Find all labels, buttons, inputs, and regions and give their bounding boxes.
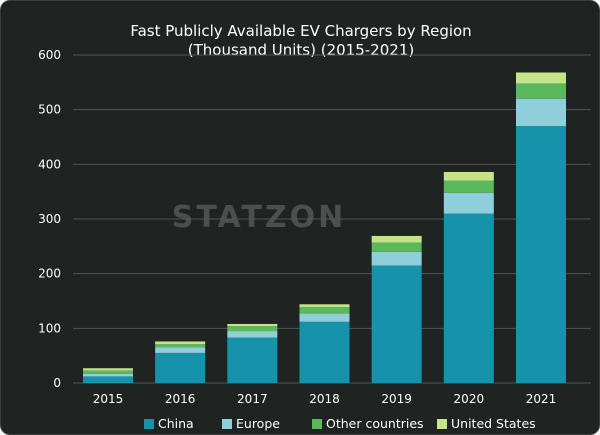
legend-swatch	[437, 419, 447, 429]
bar-segment	[516, 72, 566, 84]
bar-segment	[155, 352, 206, 383]
y-tick-label: 600	[38, 48, 61, 62]
bar-segment	[83, 370, 133, 374]
bar-segment	[155, 341, 206, 345]
x-tick-label: 2015	[93, 392, 124, 406]
bar-segment	[83, 368, 133, 371]
y-tick-label: 200	[38, 267, 61, 281]
x-tick-label: 2020	[454, 392, 485, 406]
bar-segment	[299, 321, 350, 383]
legend-label: Europe	[236, 416, 280, 431]
x-tick-label: 2017	[237, 392, 268, 406]
legend-label: Other countries	[326, 416, 424, 431]
legend-swatch	[222, 419, 232, 429]
bar-segment	[371, 251, 422, 266]
legend-label: United States	[451, 416, 536, 431]
y-tick-label: 100	[38, 321, 61, 335]
bar-segment	[83, 373, 133, 377]
bar-segment	[299, 307, 350, 314]
bar-segment	[227, 326, 278, 332]
bar-segment	[516, 98, 566, 127]
x-tick-label: 2016	[165, 392, 196, 406]
y-tick-label: 500	[38, 103, 61, 117]
legend-swatch	[312, 419, 322, 429]
bar-segment	[371, 265, 422, 383]
bar-segment	[516, 83, 566, 99]
x-tick-label: 2018	[309, 392, 340, 406]
bar-segment	[443, 213, 494, 383]
bar-segment	[227, 337, 278, 383]
bar-segment	[516, 126, 566, 384]
bar-segment	[371, 235, 422, 243]
bar-segment	[443, 171, 494, 181]
x-tick-label: 2021	[526, 392, 557, 406]
bar-segment	[443, 180, 494, 193]
watermark-logo: STATZON	[172, 200, 346, 235]
bar-segment	[155, 347, 206, 353]
bar-segment	[299, 304, 350, 308]
bar-segment	[83, 376, 133, 383]
bar-segment	[443, 192, 494, 214]
bar-segment	[155, 344, 206, 348]
bar-segment	[227, 323, 278, 327]
bar-segment	[299, 313, 350, 322]
y-tick-label: 0	[53, 376, 61, 390]
chart-title: Fast Publicly Available EV Chargers by R…	[130, 22, 472, 40]
bar-segment	[371, 242, 422, 252]
y-tick-label: 400	[38, 157, 61, 171]
bar-segment	[227, 331, 278, 338]
legend-label: China	[158, 416, 194, 431]
x-tick-label: 2019	[381, 392, 412, 406]
y-tick-label: 300	[38, 212, 61, 226]
legend-swatch	[144, 419, 154, 429]
